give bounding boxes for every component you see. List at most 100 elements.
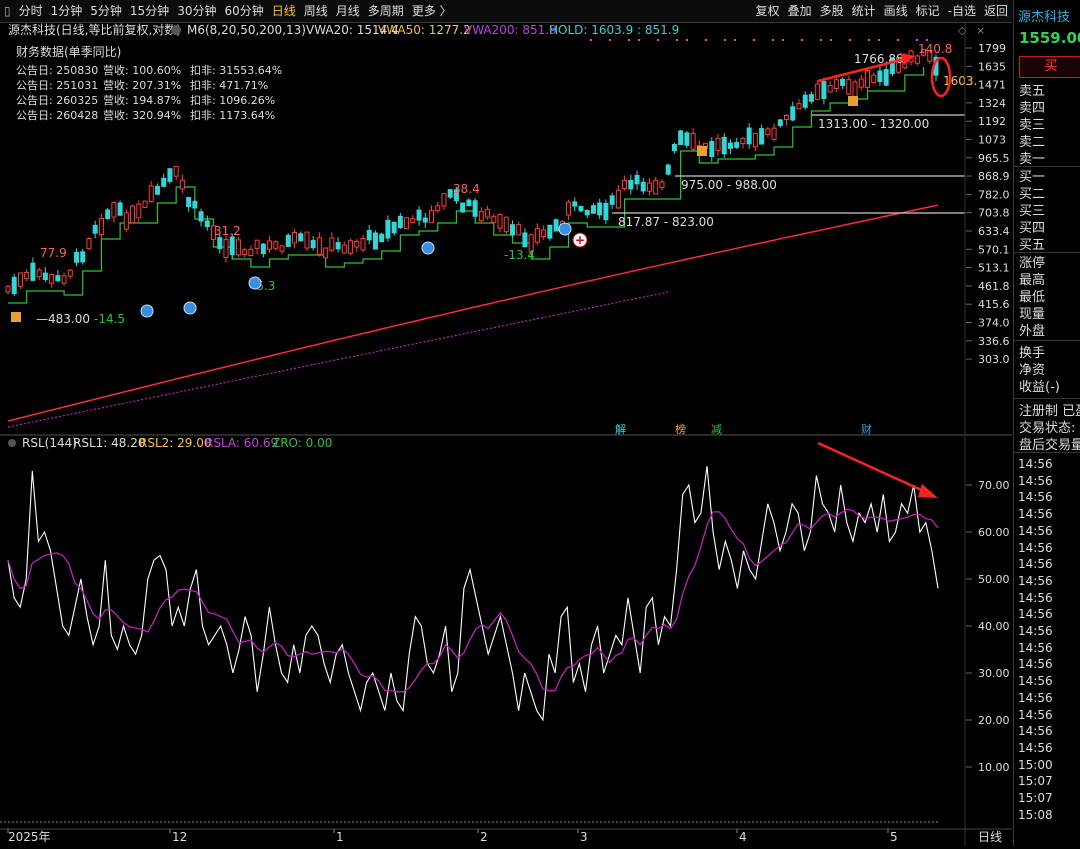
period-tab-5[interactable]: 60分钟 xyxy=(224,4,264,18)
money-bag-icon[interactable] xyxy=(11,312,21,322)
candle-body xyxy=(522,232,528,248)
period-tab-4[interactable]: 30分钟 xyxy=(177,4,217,18)
signal-dot-icon[interactable] xyxy=(421,241,435,255)
money-bag-icon[interactable] xyxy=(697,146,707,156)
candle-body xyxy=(111,202,117,218)
price-tick: 1799 xyxy=(978,42,1006,55)
plus-signal-icon[interactable] xyxy=(572,232,588,248)
candle-body xyxy=(603,202,609,221)
candle-body xyxy=(404,217,410,230)
signal-dot-icon[interactable] xyxy=(558,222,572,236)
candle-body xyxy=(435,205,441,212)
m6-label: M6(8,20,50,200,13) xyxy=(187,23,306,37)
finance-profit: 扣非: 1173.64% xyxy=(190,108,275,122)
period-tab-0[interactable]: 分时 xyxy=(18,4,43,18)
finance-date: 公告日: 251031 xyxy=(16,79,98,92)
candle-body xyxy=(771,127,777,140)
period-tab-2[interactable]: 5分钟 xyxy=(90,4,122,18)
support-zone-label: 817.87 - 823.00 xyxy=(618,215,714,229)
finance-revenue: 营收: 320.94% xyxy=(103,108,181,122)
candle-body xyxy=(260,243,266,255)
period-tab-1[interactable]: 1分钟 xyxy=(50,4,83,18)
diamond-icon[interactable]: ◇ xyxy=(958,24,967,37)
tool-button-2[interactable]: 多股 xyxy=(819,4,844,18)
close-icon[interactable]: × xyxy=(976,24,985,37)
candle-body xyxy=(105,209,111,220)
kline-chart: 源杰科技(日线,等比前复权,对数) M6(8,20,50,200,13) VWA… xyxy=(0,22,1012,846)
event-badge[interactable]: 财 xyxy=(861,422,872,436)
candle-body xyxy=(752,132,758,148)
period-toolbar: ▯ 分时 1分钟 5分钟 15分钟 30分钟 60分钟 日线 周线 月线 多周期 更多 〉 复权 叠加… xyxy=(0,0,1012,23)
tool-button-0[interactable]: 复权 xyxy=(755,4,780,18)
time-tick: 3 xyxy=(580,830,588,844)
quote-sidebar: 源杰科技 1559.00 买 卖五卖四卖三卖二卖一买一买二买三买四买五涨停最高最… xyxy=(1013,0,1080,846)
tool-button-4[interactable]: 画线 xyxy=(883,4,908,18)
candle-body xyxy=(98,218,104,236)
candle-body xyxy=(179,179,185,190)
candle-body xyxy=(42,272,48,281)
indicator-tick: 70.00 xyxy=(978,479,1010,492)
candle-body xyxy=(528,234,534,253)
candle-body xyxy=(223,239,229,258)
period-tab-8[interactable]: 月线 xyxy=(335,4,360,18)
event-badge[interactable]: 解 xyxy=(615,422,626,436)
candle-body xyxy=(889,58,895,75)
candle-body xyxy=(796,103,802,110)
tool-button-5[interactable]: 标记 xyxy=(915,4,940,18)
period-label[interactable]: 日线 xyxy=(978,830,1002,844)
tick-time: 15:08 xyxy=(1018,807,1053,822)
tool-button-7[interactable]: 返回 xyxy=(983,4,1008,18)
price-tick: 703.8 xyxy=(978,207,1010,220)
signal-tick xyxy=(782,39,784,41)
tool-button-1[interactable]: 叠加 xyxy=(787,4,812,18)
period-tab-9[interactable]: 多周期 xyxy=(367,4,404,18)
indicator-settings-icon[interactable] xyxy=(8,439,16,447)
event-badge[interactable]: 减 xyxy=(711,423,722,436)
candle-body xyxy=(316,237,322,255)
tool-buttons: 复权 叠加 多股 统计 画线 标记 -自选 返回 xyxy=(752,0,1012,22)
period-tab-10[interactable]: 更多 〉 xyxy=(411,4,452,18)
candle-body xyxy=(30,262,36,281)
ask-level-3: 卖三 xyxy=(1019,118,1046,133)
candle-body xyxy=(397,215,403,229)
period-tab-3[interactable]: 15分钟 xyxy=(129,4,170,18)
chart-area: 源杰科技(日线,等比前复权,对数) M6(8,20,50,200,13) VWA… xyxy=(0,22,1012,846)
candle-body xyxy=(61,275,67,284)
candle-body xyxy=(229,236,235,256)
rsl2-label: RSL2: 29.00 xyxy=(139,436,212,450)
rsla-line xyxy=(7,508,939,693)
signal-tick xyxy=(878,39,880,41)
candle-body xyxy=(385,219,391,239)
signal-dot-icon[interactable] xyxy=(248,276,262,290)
signal-dot-icon[interactable] xyxy=(183,301,197,315)
period-tab-6[interactable]: 日线 xyxy=(271,4,296,18)
candle-body xyxy=(235,239,241,256)
buy-button[interactable]: 买 xyxy=(1019,56,1080,78)
tool-button-3[interactable]: 统计 xyxy=(851,4,876,18)
candle-body xyxy=(628,180,634,190)
bid-level-2: 买二 xyxy=(1019,187,1046,202)
ask-level-5: 卖五 xyxy=(1019,84,1046,99)
signal-tick xyxy=(820,39,822,41)
candle-body xyxy=(460,202,466,213)
candle-body xyxy=(142,200,148,208)
money-bag-icon[interactable] xyxy=(848,96,858,106)
candle-body xyxy=(273,241,279,249)
tick-time: 14:56 xyxy=(1018,657,1053,672)
settings-icon[interactable] xyxy=(171,25,181,35)
candle-body xyxy=(590,205,596,214)
candle-body xyxy=(360,238,366,251)
event-badge[interactable]: 榜 xyxy=(675,422,686,436)
signal-dot-icon[interactable] xyxy=(140,304,154,318)
time-tick: 2 xyxy=(480,830,488,844)
tick-time: 14:56 xyxy=(1018,457,1053,471)
candle-body xyxy=(777,119,783,127)
candle-body xyxy=(310,239,316,249)
candle-body xyxy=(348,240,354,254)
tick-time: 14:56 xyxy=(1018,624,1053,638)
chart-type-icon[interactable]: ▯ xyxy=(4,4,11,18)
period-tab-7[interactable]: 周线 xyxy=(303,4,328,18)
tick-time: 14:56 xyxy=(1018,573,1053,588)
tool-button-6[interactable]: -自选 xyxy=(947,4,976,18)
vwa50-label: VWA50: 1277.2 xyxy=(378,23,471,37)
